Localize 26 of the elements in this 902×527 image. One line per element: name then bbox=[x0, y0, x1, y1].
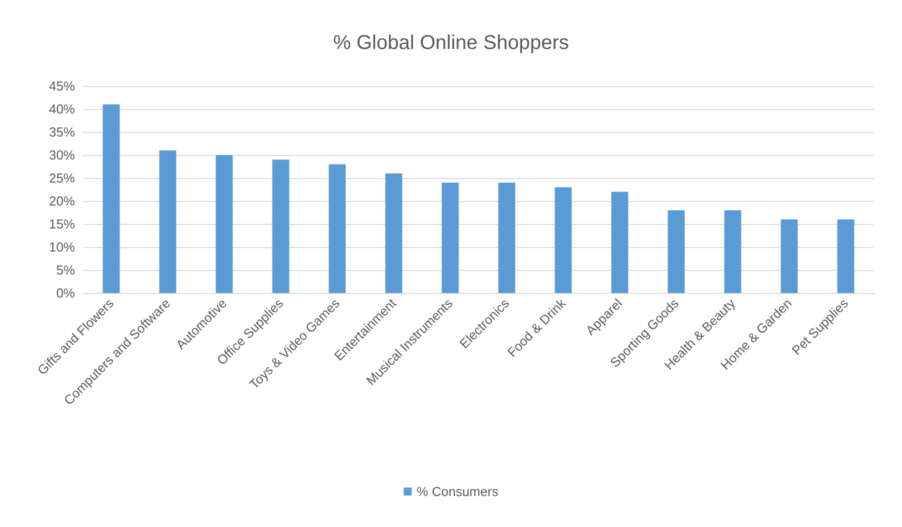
y-tick-label: 30% bbox=[48, 148, 76, 162]
bar bbox=[442, 182, 459, 293]
bar bbox=[328, 164, 346, 293]
y-tick-label: 25% bbox=[48, 170, 76, 186]
y-tick-label: 0% bbox=[56, 286, 76, 300]
bar bbox=[102, 104, 120, 293]
bar bbox=[385, 173, 402, 293]
y-tick-label: 15% bbox=[48, 216, 76, 232]
y-tick-label: 5% bbox=[56, 262, 76, 278]
bar bbox=[554, 187, 572, 293]
bar bbox=[837, 219, 854, 293]
bar bbox=[668, 210, 685, 293]
y-tick-label: 40% bbox=[48, 102, 76, 116]
chart-title: % Global Online Shoppers bbox=[333, 32, 569, 54]
bar bbox=[498, 182, 516, 293]
bar bbox=[272, 160, 290, 293]
y-tick-label: 45% bbox=[48, 78, 76, 94]
y-tick-label: 10% bbox=[48, 240, 76, 254]
y-tick-label: 35% bbox=[48, 124, 76, 140]
legend-label: % Consumers bbox=[416, 484, 499, 499]
bar bbox=[780, 219, 798, 293]
bar bbox=[724, 210, 742, 293]
bar bbox=[611, 192, 628, 293]
y-tick-label: 20% bbox=[48, 194, 76, 208]
bar bbox=[216, 155, 233, 293]
bar bbox=[159, 150, 176, 293]
